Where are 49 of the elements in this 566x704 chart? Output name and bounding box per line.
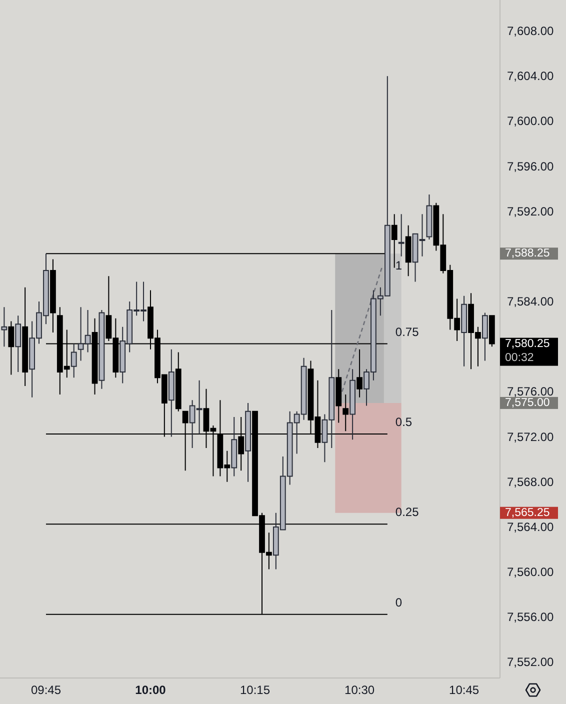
series-label: 1 [395, 258, 402, 273]
candlestick [482, 312, 488, 362]
y-tick-label: 7,576.00 [507, 384, 554, 399]
candlestick [342, 394, 349, 432]
y-tick-label: 7,604.00 [507, 69, 554, 84]
candlestick [168, 348, 174, 438]
series-label: 0.5 [395, 414, 412, 429]
x-tick-label: 10:30 [344, 683, 375, 697]
y-tick-label: 7,600.00 [507, 114, 554, 128]
series-label: 0.25 [395, 505, 420, 520]
y-tick-label: 7,575.00 [505, 396, 550, 409]
y-tick-label: 7,596.00 [507, 159, 554, 174]
y-tick-label: 7,565.25 [505, 506, 550, 519]
candlestick [22, 286, 28, 387]
candlestick [231, 416, 238, 477]
candlestick [50, 258, 56, 334]
candlestick [461, 295, 467, 367]
candlestick [405, 224, 412, 277]
candlestick [336, 368, 342, 424]
y-tick-label: 7,584.00 [507, 294, 554, 309]
x-tick-label: 09:45 [30, 683, 62, 697]
x-tick-label: 10:00 [135, 683, 166, 697]
candlestick [175, 352, 182, 412]
y-tick-label: 7,568.00 [507, 474, 554, 489]
text: 00:32 [505, 352, 534, 364]
candlestick [398, 214, 404, 257]
y-tick-label: 7,580.25 [505, 338, 550, 350]
y-tick-label: 7,556.00 [507, 610, 554, 624]
y-tick-label: 7,592.00 [507, 204, 554, 218]
candlestick [98, 309, 105, 390]
candlestick [15, 315, 22, 372]
y-tick-label: 7,572.00 [507, 430, 554, 444]
candlestick [488, 315, 495, 348]
x-tick-label: 10:15 [240, 683, 270, 697]
y-tick-label: 7,552.00 [507, 655, 554, 670]
y-tick-label: 7,560.00 [507, 565, 554, 580]
y-tick-label: 7,564.00 [507, 520, 554, 534]
candlestick [426, 194, 432, 240]
candlestick [356, 348, 362, 398]
x-tick-label: 10:45 [449, 683, 480, 697]
candlestick [1, 306, 8, 348]
candlestick [245, 402, 251, 482]
series-label: 0.75 [395, 324, 420, 339]
candlestick [70, 343, 77, 378]
y-tick-label: 7,588.25 [505, 248, 550, 260]
series-label: 0 [395, 595, 402, 610]
candlestick [391, 214, 398, 268]
y-tick-label: 7,608.00 [507, 24, 554, 38]
candlestick [8, 320, 14, 376]
